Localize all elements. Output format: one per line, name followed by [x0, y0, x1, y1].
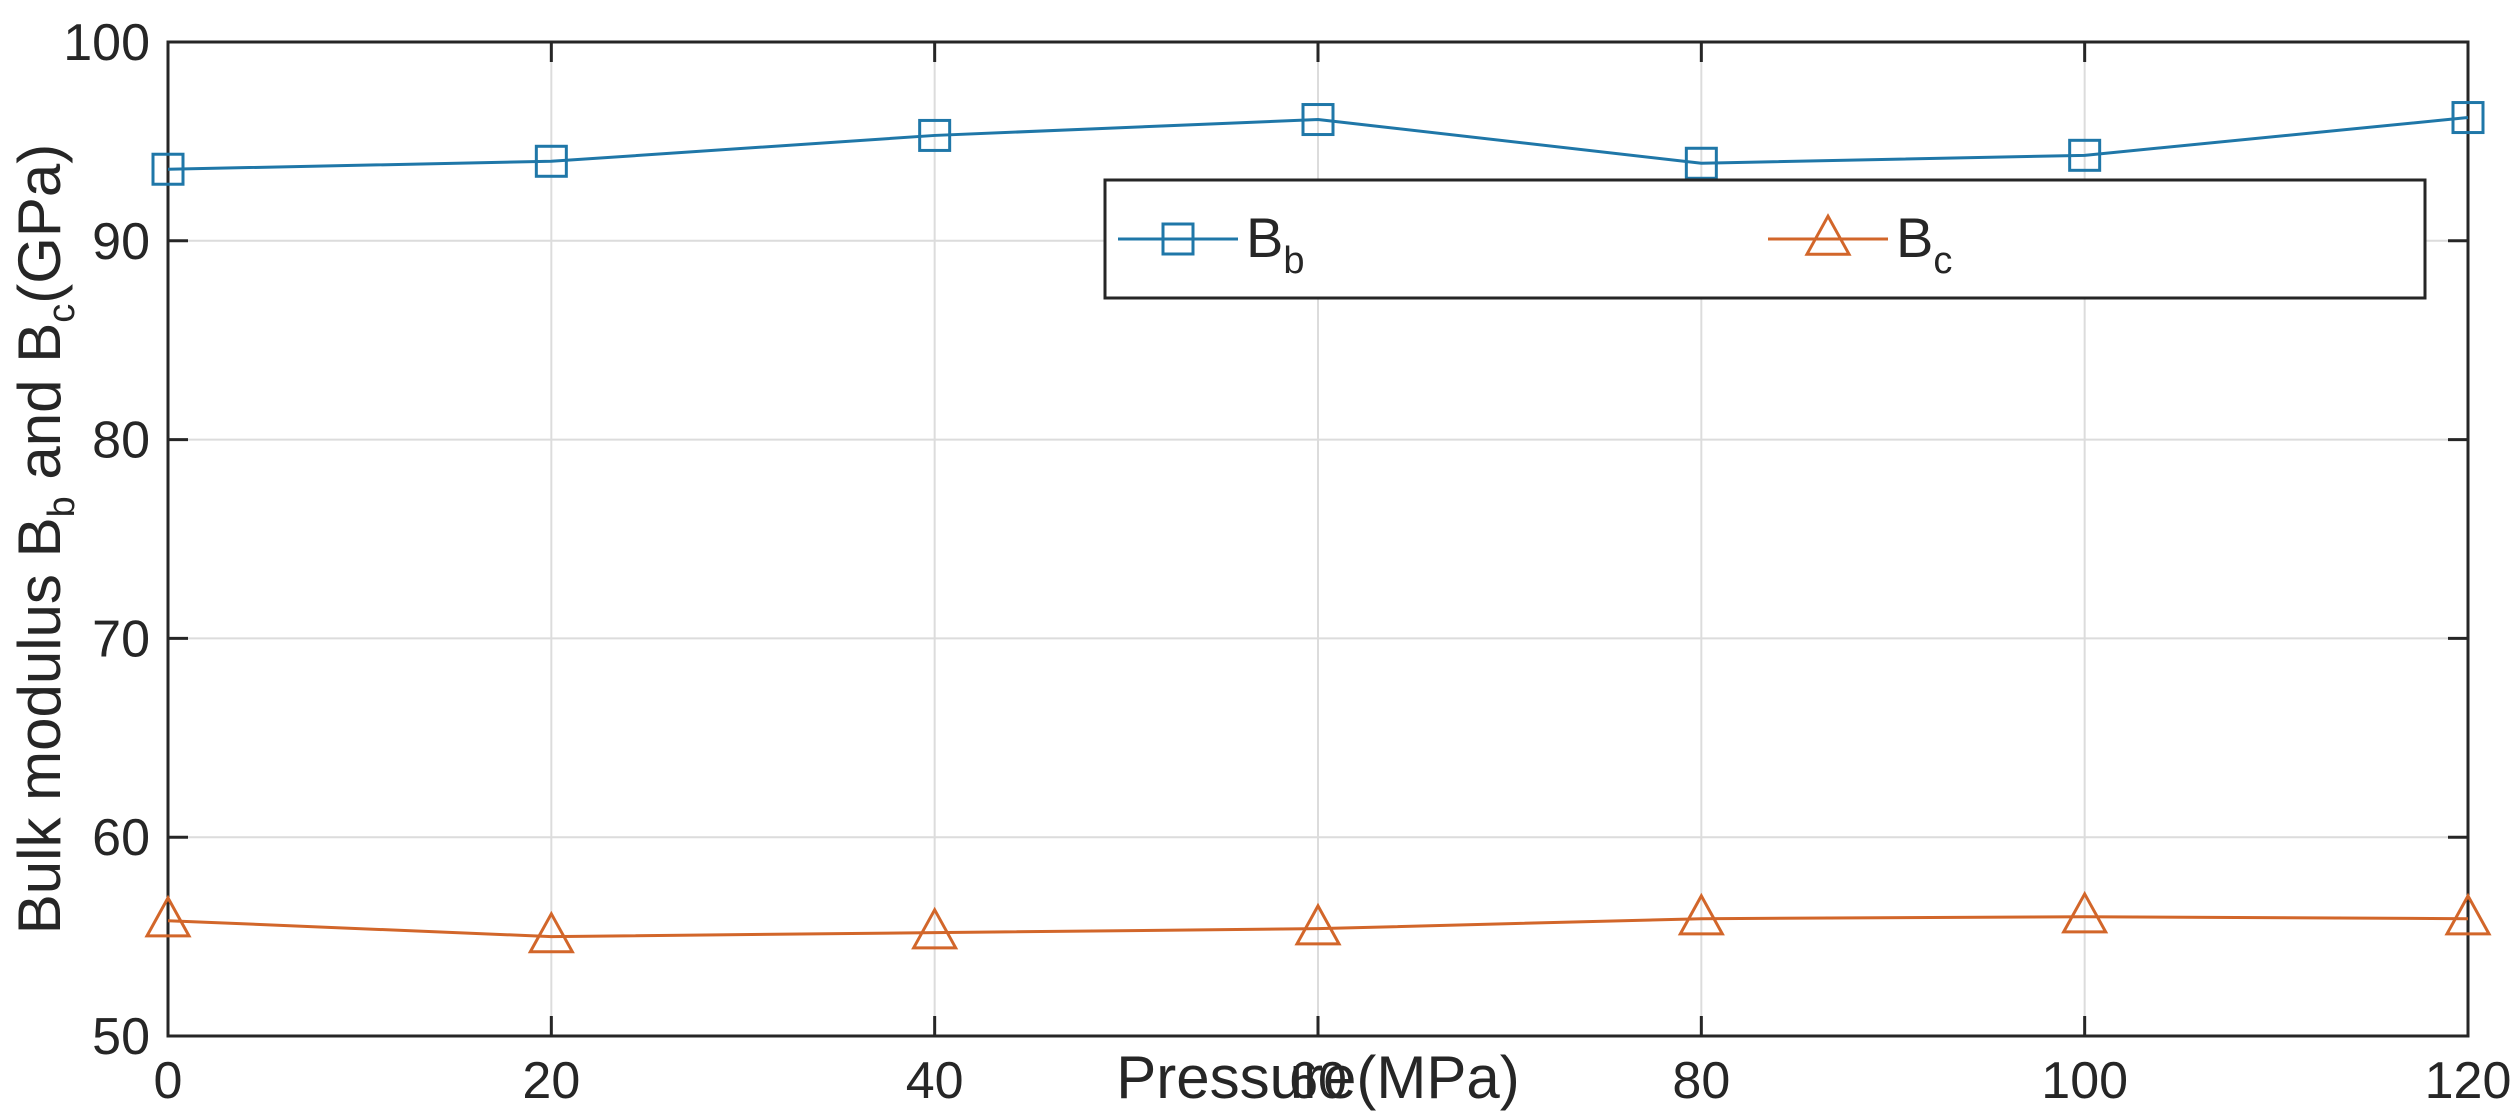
legend-entries: Bb Bc: [1118, 206, 1952, 282]
legend-label: Bb: [1246, 206, 1305, 282]
legend-marker: [1804, 213, 1852, 256]
legend-box: [1103, 178, 2427, 300]
x-tick-label: 80: [1672, 1052, 1730, 1110]
data-point-B_c: [911, 906, 959, 950]
x-axis-title: Pressure(MPa): [1116, 1044, 1519, 1111]
data-point-B_c: [144, 894, 192, 938]
data-point-B_b: [534, 144, 568, 178]
x-tick-label: 0: [154, 1052, 183, 1110]
series-layer: [144, 101, 2492, 954]
legend-label-sub: c: [1933, 240, 1952, 282]
x-tick-label: 100: [2041, 1052, 2128, 1110]
legend-entry-B_b: Bb: [1118, 206, 1305, 282]
legend-label-sub: b: [1283, 240, 1304, 282]
legend-marker: [1161, 222, 1195, 256]
data-point-B_c: [2444, 892, 2492, 936]
y-axis-title: Bulk modulus Bb and Bc(GPa): [6, 144, 83, 935]
legend-label-main: B: [1896, 206, 1933, 269]
data-point-B_c: [2061, 890, 2109, 934]
data-point-B_b: [2068, 138, 2102, 172]
legend: Bb Bc: [1103, 178, 2427, 300]
series-B_b: [151, 101, 2485, 186]
y-axis-title-part1: Bulk modulus B: [6, 517, 73, 934]
y-tick-label: 70: [92, 610, 150, 668]
series-line-B_c: [167, 915, 2469, 939]
y-axis-title-sub1: b: [41, 496, 83, 517]
y-tick-label: 90: [92, 213, 150, 271]
x-tick-label: 40: [906, 1052, 964, 1110]
x-ticks: 0 20 40 60 80 100 120: [154, 42, 2511, 1110]
data-point-B_b: [151, 152, 185, 186]
series-line-B_b: [167, 116, 2469, 171]
y-tick-label: 50: [92, 1008, 150, 1066]
legend-entry-B_c: Bc: [1768, 206, 1952, 282]
data-point-B_c: [1294, 902, 1342, 946]
y-tick-label: 60: [92, 809, 150, 867]
x-tick-label: 60: [1289, 1052, 1347, 1110]
data-point-B_b: [1684, 146, 1718, 180]
data-point-B_c: [1677, 892, 1725, 936]
data-point-B_b: [918, 118, 952, 152]
y-tick-label: 100: [63, 14, 150, 72]
y-axis-title-sub2: c: [41, 304, 83, 323]
legend-label: Bc: [1896, 206, 1952, 282]
data-point-B_b: [2451, 101, 2485, 135]
x-tick-label: 120: [2425, 1052, 2511, 1110]
x-tick-label: 20: [522, 1052, 580, 1110]
legend-label-main: B: [1246, 206, 1283, 269]
y-ticks: 50 60 70 80 90 100: [63, 14, 2468, 1066]
y-tick-label: 80: [92, 412, 150, 470]
y-axis-title-part2: and B: [6, 323, 73, 496]
series-B_c: [144, 890, 2492, 954]
data-point-B_b: [1301, 103, 1335, 137]
y-axis-title-part3: (GPa): [6, 144, 73, 304]
data-point-B_c: [527, 910, 575, 954]
